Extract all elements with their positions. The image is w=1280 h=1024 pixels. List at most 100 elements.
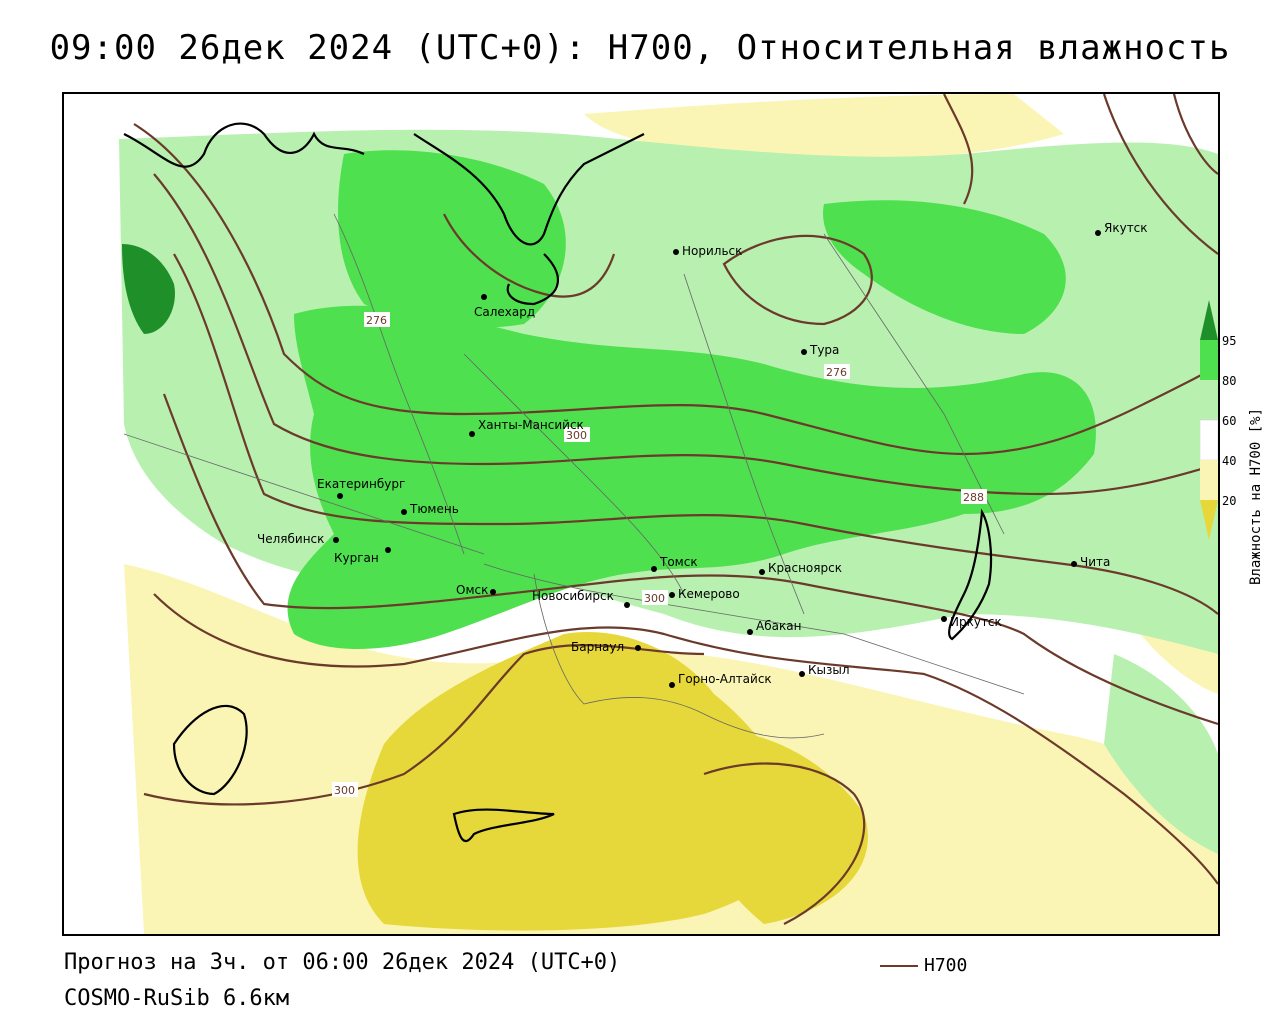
high-humidity-band-northeast (823, 200, 1066, 334)
svg-text:Томск: Томск (659, 555, 698, 569)
colorbar-title: Влажность на H700 [%] (1248, 407, 1264, 585)
city-chelyabinsk[interactable]: Челябинск (257, 532, 339, 546)
city-yakutsk[interactable]: Якутск (1095, 221, 1148, 236)
very-dry-region-southeast (664, 728, 868, 924)
svg-text:Абакан: Абакан (756, 619, 801, 633)
coastline-lake-west (172, 704, 248, 796)
map-title: 09:00 26дек 2024 (UTC+0): H700, Относите… (49, 28, 1231, 68)
model-info: COSMO-RuSib 6.6км (64, 986, 290, 1011)
h700-legend: H700 (880, 955, 967, 976)
h700-contour (153, 173, 1218, 496)
contour-label: 276 (366, 314, 387, 327)
svg-text:Горно-Алтайск: Горно-Алтайск (678, 672, 772, 686)
contour-label: 300 (566, 429, 587, 442)
city-gorno-altaysk[interactable]: Горно-Алтайск (669, 672, 772, 688)
contour-labels: 276 276 288 300 300 300 (332, 312, 987, 797)
h700-contour (703, 762, 866, 925)
city-omsk[interactable]: Омск (456, 583, 496, 597)
city-tyumen[interactable]: Тюмень (401, 502, 459, 516)
city-barnaul[interactable]: Барнаул (571, 640, 641, 654)
svg-text:Челябинск: Челябинск (257, 532, 324, 546)
h700-contour (1102, 94, 1218, 255)
admin-boundary (123, 433, 485, 555)
city-krasnoyarsk[interactable]: Красноярск (759, 561, 842, 575)
h700-contour (153, 593, 1218, 885)
svg-text:Кызыл: Кызыл (808, 663, 850, 677)
h700-contour (143, 644, 705, 806)
h700-contour (1172, 94, 1218, 175)
lake-baikal (948, 508, 993, 641)
svg-text:Тура: Тура (809, 343, 839, 357)
h700-legend-label: H700 (924, 955, 968, 976)
contour-label: 300 (644, 592, 665, 605)
admin-boundary (533, 573, 825, 739)
city-yekaterinburg[interactable]: Екатеринбург (317, 477, 405, 499)
city-chita[interactable]: Чита (1071, 555, 1110, 569)
city-norilsk[interactable]: Норильск (673, 244, 742, 258)
h700-contours (133, 94, 1218, 925)
contour-label: 300 (334, 784, 355, 797)
coastline (413, 133, 645, 246)
h700-legend-line (880, 964, 918, 967)
city-kurgan[interactable]: Курган (334, 547, 391, 565)
city-novosibirsk[interactable]: Новосибирск (532, 589, 630, 608)
humidity-colorbar (1200, 300, 1218, 540)
svg-text:Новосибирск: Новосибирск (532, 589, 614, 603)
high-humidity-band (287, 305, 1096, 649)
h700-contour (162, 393, 1218, 726)
city-kyzyl[interactable]: Кызыл (799, 663, 850, 677)
h700-contour (133, 123, 1218, 456)
very-dry-region-south (357, 632, 808, 931)
svg-text:Чита: Чита (1080, 555, 1110, 569)
colorbar-neutral (1200, 419, 1218, 461)
svg-text:Курган: Курган (334, 551, 379, 565)
svg-text:Иркутск: Иркутск (950, 615, 1002, 629)
very-high-humidity-region (122, 244, 175, 334)
h700-contour (173, 253, 1218, 615)
coastline (123, 122, 365, 168)
svg-text:Красноярск: Красноярск (768, 561, 842, 575)
admin-boundary (683, 273, 805, 615)
svg-text:Барнаул: Барнаул (571, 640, 624, 654)
coastlines (123, 122, 993, 842)
admin-boundary (463, 353, 685, 595)
medium-humidity-region-east (1104, 654, 1218, 854)
h700-contour (443, 213, 616, 298)
city-abakan[interactable]: Абакан (747, 619, 801, 635)
colorbar-tick: 60 (1222, 414, 1237, 428)
colorbar-tick: 20 (1222, 494, 1237, 508)
svg-text:Омск: Омск (456, 583, 488, 597)
colorbar-very-low (1200, 500, 1218, 540)
cities: Якутск Норильск Салехард Тура Ханты-Манс… (257, 221, 1148, 688)
city-irkutsk[interactable]: Иркутск (941, 615, 1002, 629)
contour-label: 288 (963, 491, 984, 504)
forecast-info: Прогноз на 3ч. от 06:00 26дек 2024 (UTC+… (64, 950, 621, 975)
city-tomsk[interactable]: Томск (651, 555, 698, 572)
colorbar-tick: 80 (1222, 374, 1237, 388)
colorbar-very-high (1200, 300, 1218, 340)
map-canvas: 276 276 288 300 300 300 Якутск Норильск … (119, 94, 1218, 934)
city-khanty-mansiysk[interactable]: Ханты-Мансийск (469, 418, 584, 437)
colorbar-high (1200, 340, 1218, 380)
city-salekhard[interactable]: Салехард (474, 294, 535, 319)
city-tura[interactable]: Тура (801, 343, 839, 357)
colorbar-medium (1200, 380, 1218, 420)
svg-text:Салехард: Салехард (474, 305, 535, 319)
coastline (506, 253, 560, 306)
high-humidity-band-north (338, 150, 566, 328)
colorbar-low (1200, 460, 1218, 500)
contour-label: 276 (826, 366, 847, 379)
humidity-map[interactable]: 276 276 288 300 300 300 Якутск Норильск … (62, 92, 1220, 936)
city-kemerovo[interactable]: Кемерово (669, 587, 740, 601)
colorbar-tick: 95 (1222, 334, 1237, 348)
svg-text:Якутск: Якутск (1104, 221, 1148, 235)
colorbar-tick: 40 (1222, 454, 1237, 468)
admin-boundaries (123, 213, 1025, 739)
h700-contour (943, 94, 974, 205)
coastline-lake-south (452, 808, 555, 842)
admin-boundary (843, 633, 1025, 695)
svg-text:Ханты-Мансийск: Ханты-Мансийск (478, 418, 584, 432)
svg-text:Екатеринбург: Екатеринбург (317, 477, 405, 491)
svg-text:Тюмень: Тюмень (409, 502, 459, 516)
svg-text:Кемерово: Кемерово (678, 587, 740, 601)
